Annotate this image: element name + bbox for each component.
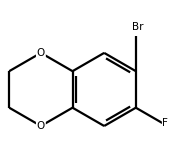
Text: F: F: [162, 118, 168, 128]
Text: O: O: [37, 121, 45, 131]
Text: Br: Br: [132, 22, 143, 32]
Text: O: O: [37, 48, 45, 58]
